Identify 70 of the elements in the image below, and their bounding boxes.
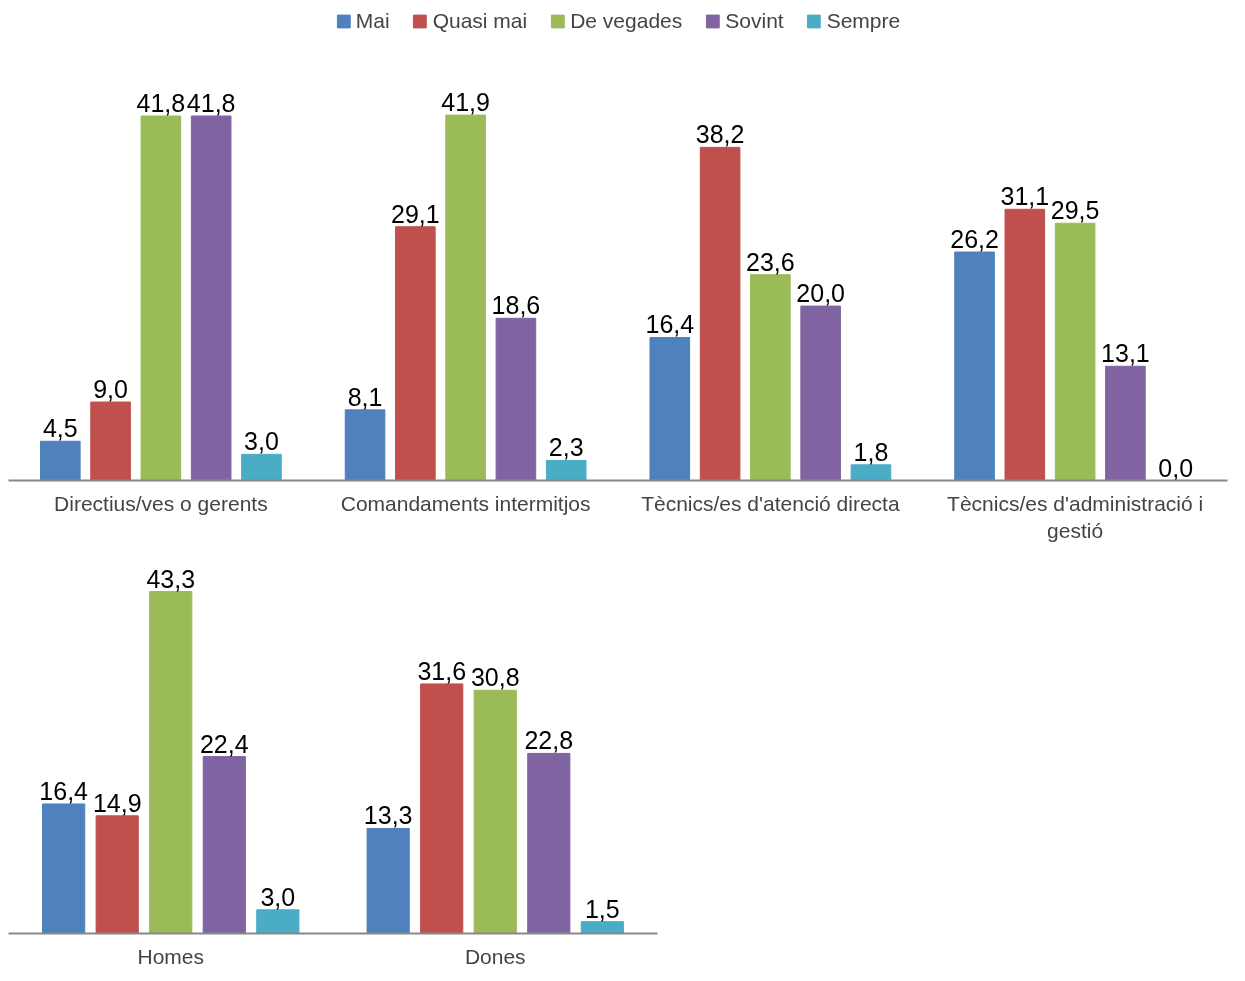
bar bbox=[42, 803, 86, 934]
x-tick-label: Homes bbox=[137, 944, 205, 968]
bar bbox=[256, 909, 300, 934]
data-label: 43,3 bbox=[146, 564, 196, 593]
data-label: 23,6 bbox=[746, 247, 795, 276]
data-label: 22,8 bbox=[524, 726, 574, 755]
data-label: 29,1 bbox=[391, 199, 440, 228]
legend-label: Quasi mai bbox=[432, 9, 528, 33]
bar bbox=[649, 336, 691, 481]
bar bbox=[190, 115, 232, 481]
data-label: 13,1 bbox=[1101, 339, 1150, 368]
data-label: 38,2 bbox=[695, 120, 745, 149]
data-label: 31,6 bbox=[417, 656, 467, 685]
x-tick-label: Dones bbox=[464, 944, 526, 968]
data-label: 16,4 bbox=[39, 776, 89, 805]
data-label: 26,2 bbox=[950, 225, 999, 254]
data-label: 20,0 bbox=[796, 279, 845, 308]
bar bbox=[1054, 222, 1096, 481]
data-label: 0,0 bbox=[1158, 453, 1194, 482]
bar bbox=[420, 683, 464, 934]
legend-label: Mai bbox=[355, 9, 390, 33]
bar bbox=[344, 409, 386, 481]
bar bbox=[1105, 365, 1146, 481]
data-label: 41,8 bbox=[136, 88, 186, 117]
bar bbox=[366, 827, 410, 934]
bar bbox=[850, 464, 892, 481]
bar bbox=[954, 251, 995, 481]
data-label: 3,0 bbox=[244, 427, 279, 456]
x-tick-label: Tècnics/es d'atenció directa bbox=[641, 491, 900, 515]
bar bbox=[545, 459, 587, 481]
x-tick-label: Directius/ves o gerents bbox=[54, 491, 268, 515]
legend-label: Sovint bbox=[725, 9, 784, 33]
x-tick-label: Tècnics/es d'administració i gestió bbox=[947, 491, 1204, 543]
bar bbox=[580, 921, 624, 934]
bar bbox=[699, 146, 741, 481]
bar bbox=[527, 752, 571, 934]
data-label: 3,0 bbox=[260, 882, 296, 911]
data-label: 41,8 bbox=[186, 88, 236, 117]
data-label: 16,4 bbox=[645, 310, 695, 339]
legend-label: Sempre bbox=[826, 9, 901, 33]
data-label: 9,0 bbox=[93, 375, 128, 404]
bar bbox=[445, 114, 486, 481]
bar bbox=[90, 401, 131, 481]
bar bbox=[800, 305, 841, 481]
bar bbox=[202, 756, 246, 934]
data-label: 30,8 bbox=[470, 663, 520, 692]
bar bbox=[149, 591, 193, 934]
bar bbox=[40, 440, 81, 481]
data-label: 41,9 bbox=[441, 88, 490, 117]
data-label: 1,8 bbox=[853, 437, 889, 466]
bar bbox=[140, 115, 182, 481]
data-label: 29,5 bbox=[1050, 196, 1100, 225]
data-label: 14,9 bbox=[92, 788, 142, 817]
bar bbox=[395, 226, 436, 481]
data-label: 31,1 bbox=[1000, 182, 1050, 211]
bar bbox=[750, 274, 791, 481]
legend-label: De vegades bbox=[570, 9, 683, 33]
data-label: 18,6 bbox=[491, 291, 541, 320]
x-tick-label: Comandaments intermitjos bbox=[340, 491, 591, 515]
data-label: 2,3 bbox=[548, 433, 584, 462]
data-label: 1,5 bbox=[584, 894, 620, 923]
bar bbox=[473, 689, 517, 934]
bar bbox=[1004, 208, 1046, 481]
data-label: 22,4 bbox=[199, 729, 249, 758]
bar bbox=[241, 453, 282, 481]
bar bbox=[95, 815, 139, 934]
data-label: 8,1 bbox=[347, 382, 383, 411]
bar bbox=[495, 317, 537, 481]
data-label: 13,3 bbox=[363, 801, 413, 830]
data-label: 4,5 bbox=[42, 414, 78, 443]
